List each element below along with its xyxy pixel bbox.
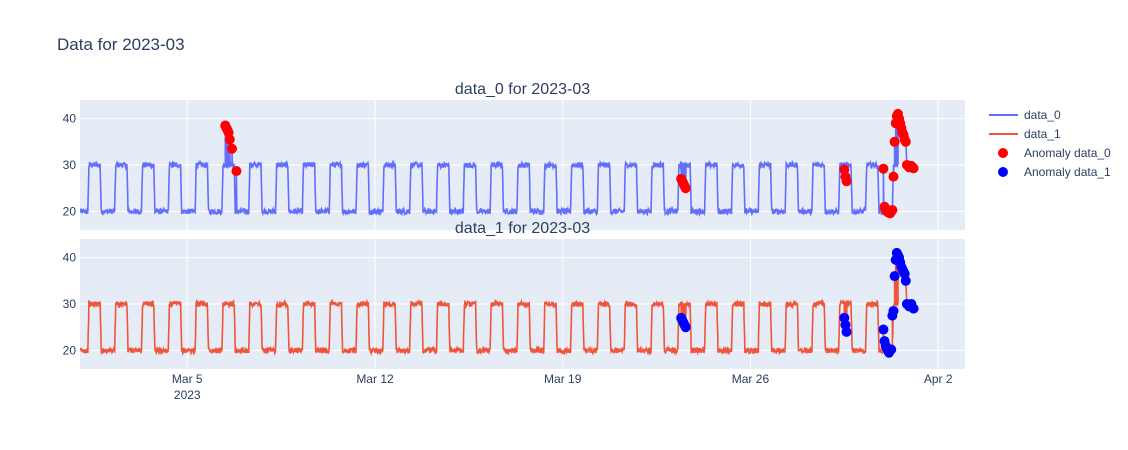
y-tick-label: 20 — [63, 204, 77, 218]
y-tick-label: 30 — [63, 297, 77, 311]
anomaly-point — [888, 171, 899, 182]
legend-label: Anomaly data_1 — [1024, 165, 1111, 179]
x-tick-label: Mar 5 — [172, 372, 203, 386]
anomaly-point — [889, 136, 900, 147]
anomaly-point — [886, 344, 897, 355]
y-tick-label: 40 — [63, 112, 77, 126]
legend-item[interactable]: Anomaly data_0 — [998, 146, 1111, 160]
subplot-title: data_0 for 2023-03 — [455, 81, 590, 98]
anomaly-point — [231, 166, 242, 177]
anomaly-point — [908, 163, 919, 174]
anomaly-point — [900, 136, 911, 147]
subplot-0: 20 30 40 data_0 for 2023-03 — [63, 81, 965, 230]
legend-marker-swatch — [998, 167, 1008, 177]
series-line-data_0 — [80, 113, 915, 218]
series-line-data_1 — [80, 252, 915, 357]
x-tick-label: Mar 26 — [732, 372, 770, 386]
anomaly-point — [887, 205, 898, 216]
subplot-title: data_1 for 2023-03 — [455, 220, 590, 237]
y-tick-label: 20 — [63, 343, 77, 357]
y-tick-label: 40 — [63, 251, 77, 265]
anomaly-point — [841, 176, 852, 187]
anomaly-point — [908, 303, 919, 314]
anomaly-point — [680, 322, 691, 333]
chart-title: Data for 2023-03 — [57, 35, 185, 54]
legend-item[interactable]: data_1 — [989, 127, 1061, 141]
legend-label: Anomaly data_0 — [1024, 146, 1111, 160]
x-tick-sublabel: 2023 — [174, 388, 201, 402]
subplots: 20 30 40 data_0 for 2023-03 20 30 40 data_1 for… — [63, 81, 965, 369]
x-axis: Mar 5 2023 Mar 12 Mar 19 Mar 26 Apr 2 — [172, 372, 953, 402]
anomaly-point — [224, 134, 235, 145]
anomaly-point — [888, 305, 899, 316]
x-tick-label: Apr 2 — [924, 372, 953, 386]
legend-item[interactable]: data_0 — [989, 108, 1061, 122]
anomaly-point — [680, 183, 691, 194]
legend-item[interactable]: Anomaly data_1 — [998, 165, 1111, 179]
anomaly-point — [900, 275, 911, 286]
anomaly-point — [226, 143, 237, 154]
anomaly-point — [841, 326, 852, 337]
anomaly-point — [878, 324, 889, 335]
x-tick-label: Mar 19 — [544, 372, 582, 386]
legend-label: data_1 — [1024, 127, 1061, 141]
legend-label: data_0 — [1024, 108, 1061, 122]
anomaly-point — [889, 271, 900, 282]
legend: data_0 data_1 Anomaly data_0 Anomaly data_1 — [989, 108, 1111, 179]
x-tick-label: Mar 12 — [356, 372, 394, 386]
subplot-1: 20 30 40 data_1 for 2023-03 — [63, 220, 965, 369]
y-tick-label: 30 — [63, 158, 77, 172]
anomaly-point — [878, 163, 889, 174]
legend-marker-swatch — [998, 148, 1008, 158]
